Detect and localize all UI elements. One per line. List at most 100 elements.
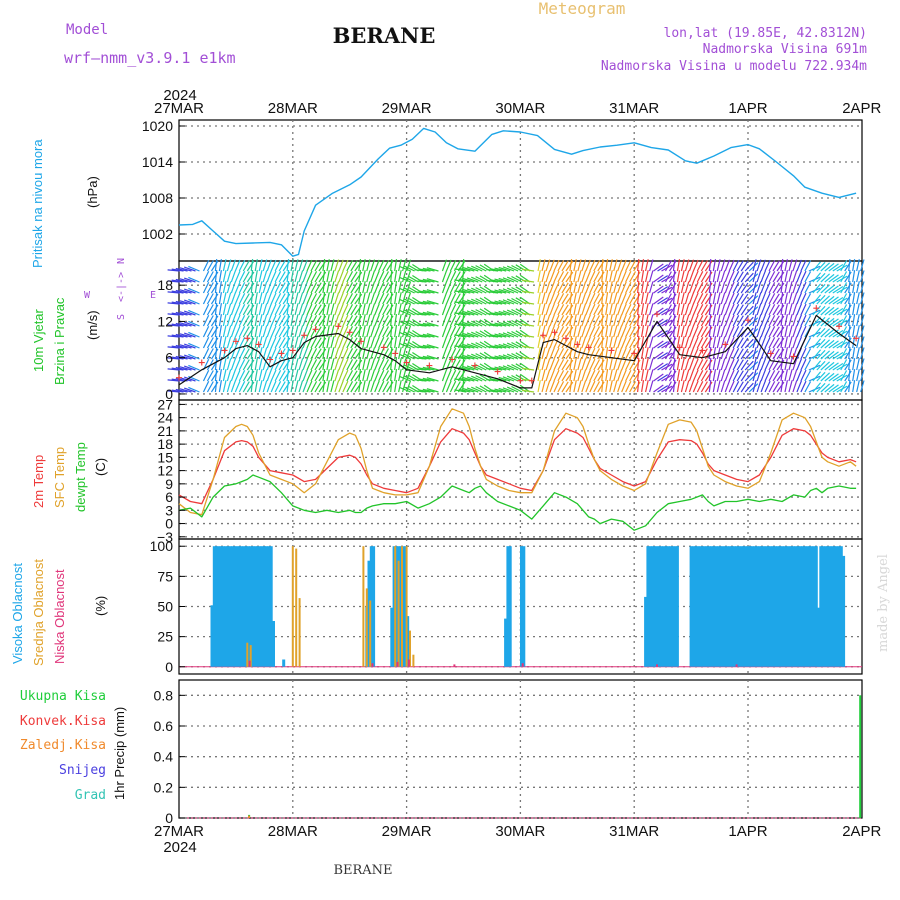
wind-barb bbox=[362, 259, 366, 272]
wind-barb bbox=[653, 329, 664, 338]
wind-barb bbox=[342, 369, 349, 382]
wind-barb bbox=[692, 325, 699, 338]
top-date-label: 29MAR bbox=[382, 100, 432, 117]
wind-barb bbox=[581, 259, 587, 272]
wind-barb bbox=[214, 303, 218, 316]
wind-barb bbox=[330, 347, 335, 360]
wind-barb bbox=[414, 335, 427, 338]
wind-barb bbox=[605, 281, 609, 294]
wind-barb bbox=[214, 380, 218, 393]
wind-barb bbox=[334, 292, 340, 305]
wind-barb bbox=[338, 303, 344, 316]
wind-barb bbox=[545, 325, 551, 338]
wind-barb bbox=[326, 314, 330, 327]
wind-barb bbox=[326, 369, 330, 382]
wind-barb bbox=[756, 259, 762, 272]
wind-barb bbox=[426, 344, 439, 349]
wind-barb bbox=[629, 370, 637, 382]
wind-barb bbox=[490, 290, 503, 294]
wind-barb bbox=[366, 270, 371, 283]
wind-barb bbox=[171, 323, 184, 327]
wind-barb bbox=[784, 270, 788, 283]
high-cloud-bar bbox=[675, 546, 679, 667]
wind-barb bbox=[573, 380, 577, 393]
wind-barb bbox=[629, 315, 637, 327]
wind-barb bbox=[214, 281, 218, 294]
wind-barb bbox=[748, 273, 759, 283]
high-cloud-bar bbox=[789, 546, 793, 667]
wind-barb bbox=[326, 358, 330, 371]
wind-barb bbox=[625, 380, 632, 393]
wind-barb bbox=[641, 380, 645, 393]
wind-barb bbox=[648, 270, 654, 283]
high-cloud-bar bbox=[508, 546, 512, 667]
wind-barb bbox=[362, 270, 366, 283]
precip-legend-frz: Zaledj.Kisa bbox=[20, 738, 106, 753]
bottom-date-label: 28MAR bbox=[268, 823, 318, 840]
wind-barb bbox=[262, 336, 268, 349]
wind-barb bbox=[167, 379, 180, 382]
wind-barb bbox=[852, 270, 856, 283]
wind-barb bbox=[637, 292, 640, 305]
wind-barb bbox=[238, 370, 246, 382]
high-cloud-bar bbox=[833, 546, 836, 667]
wind-barb bbox=[732, 271, 740, 283]
wind-barb bbox=[378, 369, 385, 382]
wind-barb bbox=[366, 380, 371, 393]
high-cloud-bar bbox=[215, 546, 219, 667]
wind-barb bbox=[462, 332, 475, 338]
wind-barb bbox=[498, 354, 511, 360]
wind-barb bbox=[414, 280, 427, 283]
wind-barb bbox=[613, 281, 618, 294]
wind-barb bbox=[820, 383, 831, 393]
wind-barb bbox=[557, 381, 565, 393]
wind-barb bbox=[700, 337, 708, 349]
wind-barb bbox=[502, 321, 515, 327]
high-cloud-bar bbox=[249, 546, 253, 667]
wind-barb bbox=[577, 347, 582, 360]
wind-barb bbox=[752, 259, 757, 272]
wind-barb bbox=[848, 303, 851, 316]
model-name: wrf–nmm_v3.9.1 e1km bbox=[64, 49, 236, 67]
wind-barb bbox=[266, 380, 272, 393]
wind-barb bbox=[374, 369, 380, 382]
wind-barb bbox=[262, 347, 268, 360]
wind-barb bbox=[230, 380, 236, 393]
wind-barb bbox=[680, 369, 685, 382]
wind-barb bbox=[537, 259, 541, 272]
wind-barb bbox=[852, 292, 856, 305]
high-cloud-bar bbox=[835, 546, 839, 667]
temp-panel bbox=[178, 399, 863, 540]
wind-barb bbox=[816, 316, 826, 327]
wind-barb bbox=[334, 358, 340, 371]
wind-barb bbox=[832, 296, 844, 305]
wind-barb bbox=[498, 321, 511, 327]
wind-barb bbox=[278, 315, 286, 327]
wind-barb bbox=[242, 260, 250, 272]
wind-barb bbox=[585, 259, 591, 272]
wind-barb bbox=[553, 358, 560, 371]
wind-barb bbox=[270, 369, 277, 382]
wind-barb bbox=[278, 337, 286, 349]
wind-barb bbox=[676, 369, 681, 382]
wind-barb bbox=[625, 303, 632, 316]
wind-barb bbox=[860, 380, 865, 393]
wind-barb bbox=[278, 326, 286, 338]
wind-barb bbox=[744, 272, 754, 283]
wind-barb bbox=[601, 303, 604, 316]
wind-barb bbox=[672, 303, 676, 316]
wind-barb bbox=[494, 267, 507, 272]
wind-barb bbox=[286, 259, 290, 272]
wind-barb bbox=[664, 304, 672, 316]
wind-barb bbox=[816, 305, 826, 316]
wind-barb bbox=[585, 347, 591, 360]
wind-barb bbox=[848, 358, 851, 371]
high-cloud-bar bbox=[805, 546, 809, 667]
wind-barb bbox=[788, 325, 793, 338]
wind-barb bbox=[171, 378, 184, 382]
wind-barb bbox=[820, 273, 831, 283]
wind-barb bbox=[553, 281, 560, 294]
wind-barb bbox=[322, 314, 326, 327]
wind-barb bbox=[218, 303, 222, 316]
wind-barb bbox=[605, 358, 609, 371]
